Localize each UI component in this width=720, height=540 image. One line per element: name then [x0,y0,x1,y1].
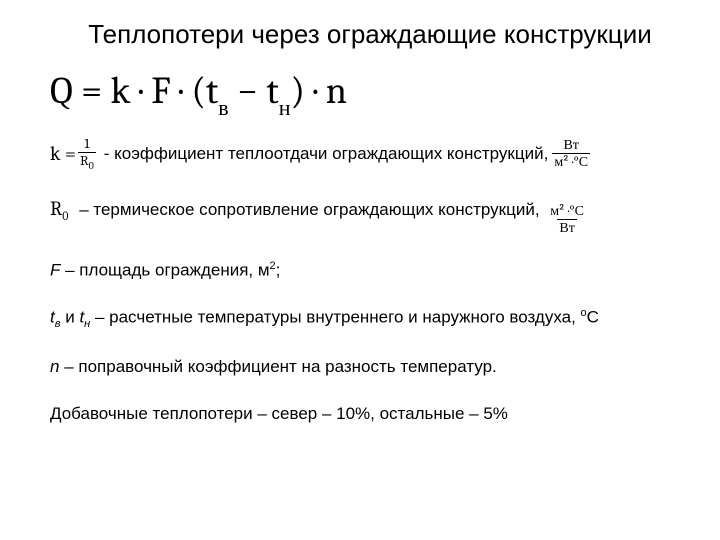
k-sym: k = [50,140,76,167]
t-and: и [60,308,79,327]
r0-unit-num: м² ·°С [548,204,586,219]
formula-sub-n: н [279,95,291,121]
f-symbol: F [50,261,60,280]
k-equals: k = 1 R0 [50,137,98,171]
definition-r0: R0 – термическое сопротивление ограждающ… [50,195,690,235]
f-tail: ; [276,261,281,280]
r0-0: 0 [62,209,68,223]
definition-k: k = 1 R0 - коэффициент теплоотдачи ограж… [50,137,690,171]
r0-def-text: – термическое сопротивление ограждающих … [74,200,544,219]
n-text: – поправочный коэффициент на разность те… [59,357,496,376]
r0-units: м² ·°С Вт [546,204,588,235]
k-fraction: 1 R0 [78,137,96,171]
k-def-text: - коэффициент теплоотдачи ограждающих ко… [104,143,549,166]
k-frac-den-0: 0 [89,160,94,172]
r0-symbol: R0 [50,197,68,220]
definition-n: n – поправочный коэффициент на разность … [50,356,690,379]
f-text: – площадь ограждения, м [60,261,269,280]
k-unit-num: Вт [561,138,580,153]
r0-r: R [50,197,62,220]
formula-part-end: ) · n [291,69,347,113]
k-frac-den: R0 [78,152,96,171]
formula-part-1: Q = k · F · (t [50,69,218,113]
formula-sub-v: в [218,95,228,121]
k-frac-num: 1 [82,137,91,152]
formula-part-mid: − t [229,69,279,113]
k-unit-den: м² ·°С [552,153,590,169]
t-text: – расчетные температуры внутреннего и на… [90,308,580,327]
main-formula: Q = k · F · (tв − tн) · n [50,69,690,118]
definition-t: tв и tн – расчетные температуры внутренн… [50,306,690,332]
r0-unit-den: Вт [557,219,576,235]
slide-title: Теплопотери через ограждающие конструкци… [50,18,690,51]
t-unit: С [587,308,599,327]
k-units: Вт м² ·°С [550,138,592,169]
definition-f: F – площадь ограждения, м2; [50,259,690,283]
extra-losses: Добавочные теплопотери – север – 10%, ос… [50,403,690,426]
k-frac-den-r: R [80,152,89,169]
